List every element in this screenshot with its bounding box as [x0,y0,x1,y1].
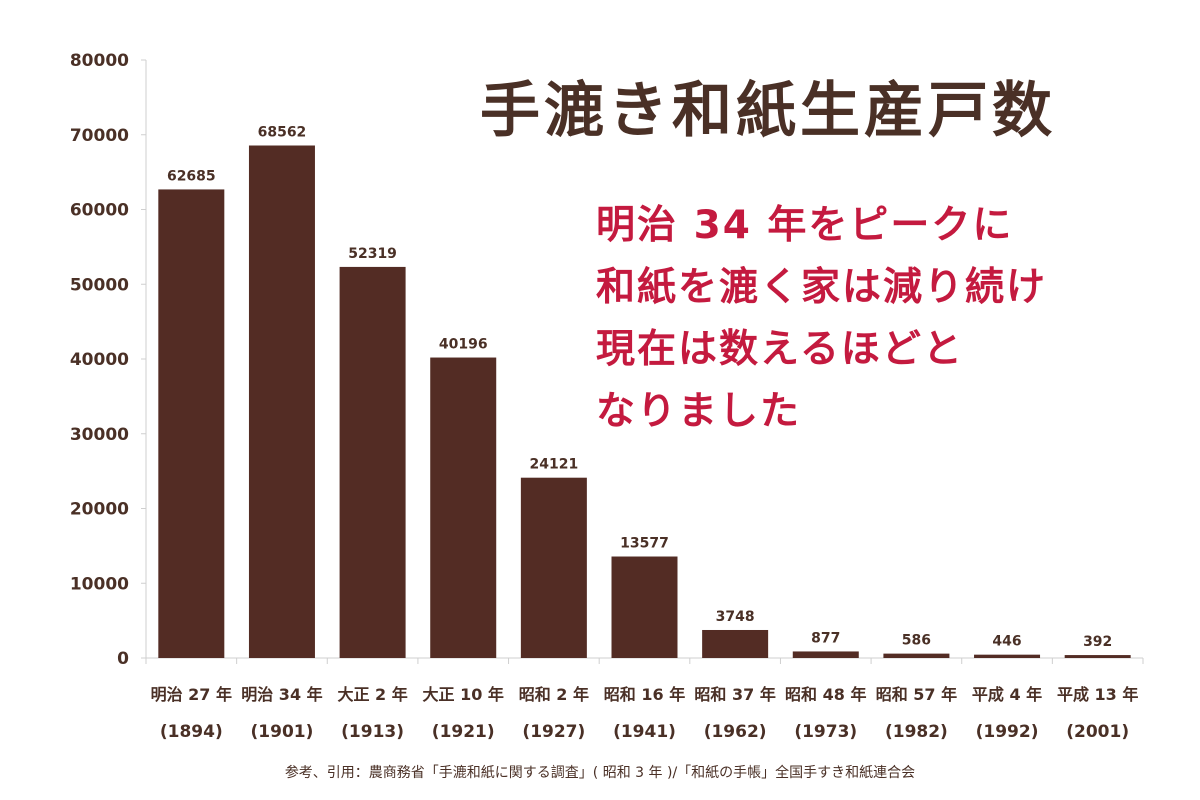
source-citation: 参考、引用：農商務省「手漉和紙に関する調査」( 昭和 3 年 )/「和紙の手帳」… [284,765,916,781]
chart-title: 手漉き和紙生産戸数 [480,76,1056,146]
y-tick-label: 60000 [70,201,129,221]
y-tick-label: 80000 [70,51,129,71]
bar-value-label: 586 [902,633,931,649]
x-tick-label-era: 昭和 2 年 [519,685,589,704]
bar-value-label: 877 [811,630,840,646]
bar-value-label: 40196 [439,337,488,353]
x-tick-label-era: 昭和 57 年 [876,685,957,704]
bar-value-label: 446 [992,634,1021,650]
x-tick-label-era: 大正 2 年 [337,685,407,704]
bar [883,653,950,658]
bar [430,357,497,658]
bar [1064,655,1131,658]
x-tick-label-year: (1962) [704,722,767,742]
bar-value-label: 52319 [348,246,397,262]
annotation-text: 明治 34 年をピークに 和紙を漉く家は減り続け 現在は数えるほどと なりました [596,195,1176,443]
x-tick-label-year: (1992) [976,722,1039,742]
x-tick-label-year: (1913) [341,722,404,742]
bar [974,654,1041,658]
x-tick-label-era: 明治 34 年 [241,685,322,704]
bar [158,189,225,658]
bar-value-label: 13577 [620,536,669,552]
y-tick-label: 70000 [70,126,129,146]
bar-value-label: 68562 [258,124,307,140]
y-tick-label: 10000 [70,574,129,594]
x-tick-label-year: (2001) [1066,722,1129,742]
annotation-line-1: 明治 34 年をピークに [596,203,1014,248]
x-tick-label-year: (1901) [251,722,314,742]
bar [792,651,859,658]
annotation-line-4: なりました [596,389,802,434]
bar-value-label: 62685 [167,168,216,184]
x-tick-label-year: (1921) [432,722,495,742]
bar-value-label: 392 [1083,634,1112,650]
annotation-line-2: 和紙を漉く家は減り続け [596,265,1048,310]
y-tick-label: 40000 [70,350,129,370]
y-tick-label: 20000 [70,500,129,520]
x-tick-label-era: 昭和 48 年 [785,685,866,704]
x-tick-label-era: 平成 13 年 [1057,685,1138,704]
x-tick-label-era: 明治 27 年 [151,685,232,704]
y-tick-label: 50000 [70,275,129,295]
bar-value-label: 3748 [716,609,755,625]
x-tick-label-era: 昭和 37 年 [694,685,775,704]
x-tick-label-era: 大正 10 年 [423,685,504,704]
x-tick-label-era: 平成 4 年 [972,685,1042,704]
y-tick-label: 0 [117,649,129,669]
annotation-line-3: 現在は数えるほどと [596,327,964,372]
bar [702,629,769,658]
bar [520,477,587,658]
bar-value-label: 24121 [530,457,579,473]
x-tick-label-era: 昭和 16 年 [604,685,685,704]
bar [611,556,678,658]
bar [339,266,406,658]
x-tick-label-year: (1894) [160,722,223,742]
x-tick-label-year: (1982) [885,722,948,742]
y-tick-label: 30000 [70,425,129,445]
x-tick-label-year: (1941) [613,722,676,742]
x-tick-label-year: (1973) [794,722,857,742]
x-tick-label-year: (1927) [522,722,585,742]
bar [248,145,315,659]
